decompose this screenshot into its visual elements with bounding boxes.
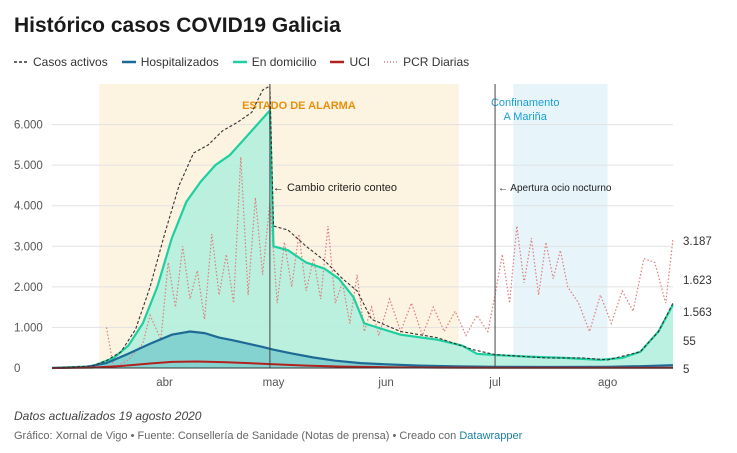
end-value-label: 3.187: [683, 236, 712, 248]
solid-line-icon: [330, 60, 345, 64]
legend-item-hospitalizados[interactable]: Hospitalizados: [121, 55, 219, 69]
end-value-label: 5: [683, 364, 689, 376]
alarm-band-label: ESTADO DE ALARMA: [242, 100, 356, 112]
legend-label-hospitalizados: Hospitalizados: [140, 55, 219, 69]
solid-line-icon: [121, 60, 136, 64]
y-tick-label: 5.000: [14, 160, 43, 172]
y-tick-label: 4.000: [14, 201, 43, 213]
updated-note: Datos actualizados 19 agosto 2020: [14, 409, 202, 423]
marina-band-label: Confinamento: [491, 97, 560, 109]
en-domicilio-line: [51, 107, 674, 370]
legend-label-activos: Casos activos: [33, 55, 108, 69]
chart-legend: Casos activos Hospitalizados En domicili…: [14, 55, 469, 69]
legend-label-domicilio: En domicilio: [251, 55, 317, 69]
x-tick-label: abr: [156, 377, 173, 389]
legend-item-pcr[interactable]: PCR Diarias: [384, 55, 469, 69]
datawrapper-link[interactable]: Datawrapper: [459, 430, 523, 442]
y-tick-label: 0: [14, 363, 20, 375]
legend-item-uci[interactable]: UCI: [330, 55, 370, 69]
solid-line-icon: [232, 60, 247, 64]
legend-item-domicilio[interactable]: En domicilio: [232, 55, 317, 69]
y-tick-label: 2.000: [14, 282, 43, 294]
marina-band-label: A Mariña: [503, 111, 547, 123]
x-tick-label: jul: [488, 377, 501, 389]
annotation-label: ← Cambio criterio conteo: [273, 182, 397, 194]
x-tick-label: may: [263, 377, 285, 389]
dashed-line-icon: [14, 61, 28, 63]
source-text: Gráfico: Xornal de Vigo • Fuente: Consel…: [14, 430, 457, 442]
x-tick-label: jun: [377, 377, 393, 389]
source-credit: Gráfico: Xornal de Vigo • Fuente: Consel…: [14, 430, 522, 442]
annotation-label: ← Apertura ocio nocturno: [498, 183, 612, 194]
end-value-label: 1.623: [683, 275, 712, 287]
y-tick-label: 3.000: [14, 241, 43, 253]
end-value-label: 1.563: [683, 307, 712, 319]
casos-activos-line: [51, 85, 674, 369]
end-value-label: 55: [683, 336, 696, 348]
legend-label-uci: UCI: [349, 55, 371, 69]
covid-area-chart: 0 1.000 2.000 3.000 4.000 5.000 6.000 ESTADO DE…: [14, 84, 712, 389]
legend-item-activos[interactable]: Casos activos: [14, 55, 108, 69]
y-tick-label: 1.000: [14, 322, 43, 334]
page-title: Histórico casos COVID19 Galicia: [14, 14, 341, 37]
dotted-line-icon: [384, 61, 399, 63]
x-tick-label: ago: [598, 377, 617, 389]
hospitalizados-area: [52, 331, 673, 368]
y-tick-label: 6.000: [14, 120, 43, 132]
marina-band: [513, 84, 608, 368]
legend-label-pcr: PCR Diarias: [403, 55, 470, 69]
